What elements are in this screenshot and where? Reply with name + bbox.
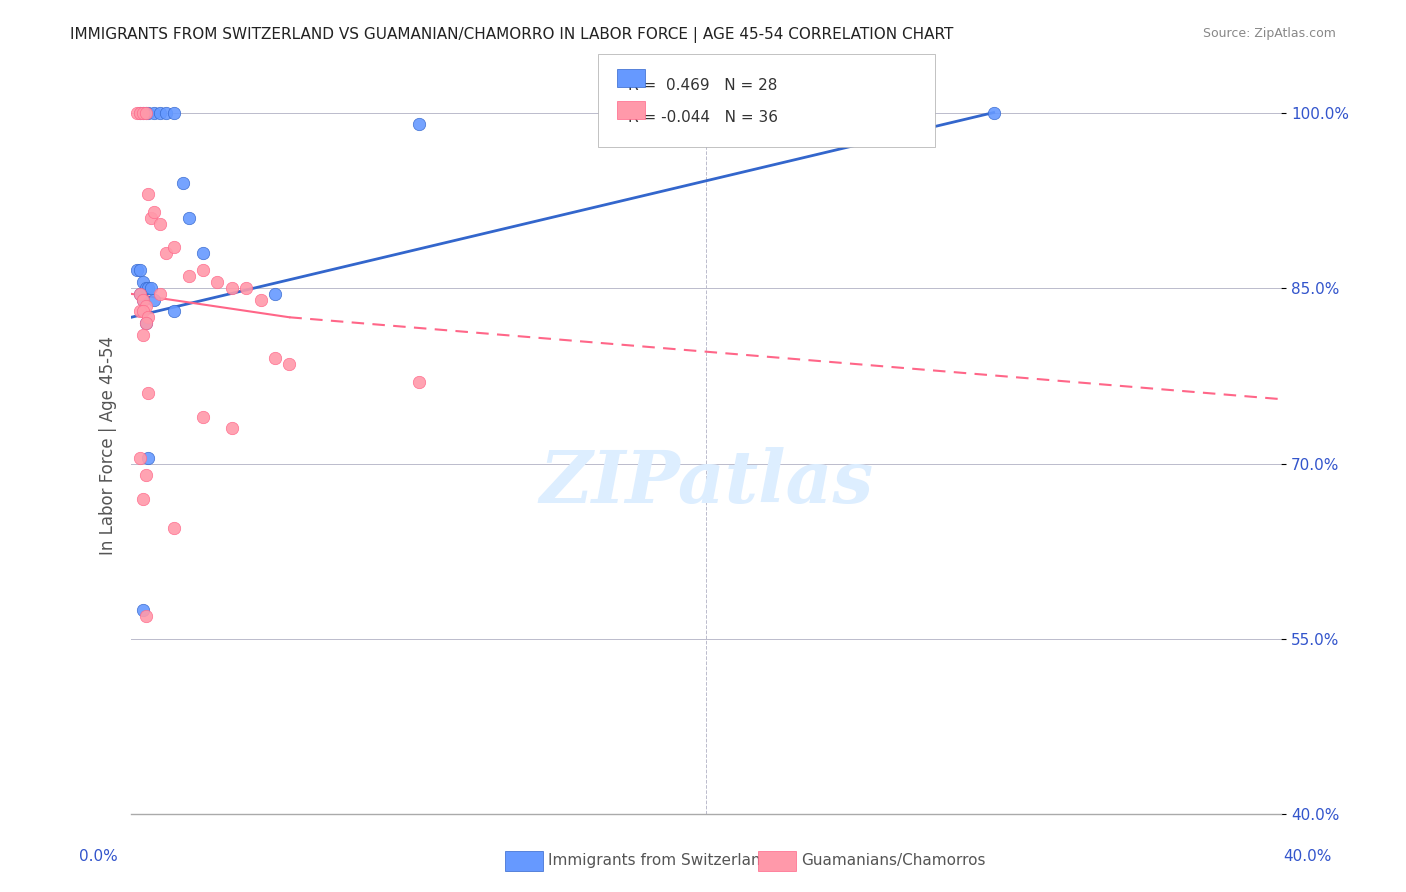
Point <box>191 246 214 260</box>
Point <box>408 375 430 389</box>
Point <box>132 491 155 506</box>
Point <box>264 286 287 301</box>
Point <box>132 304 155 318</box>
Text: Guamanians/Chamorros: Guamanians/Chamorros <box>801 854 986 868</box>
Point <box>132 293 155 307</box>
Point <box>135 281 157 295</box>
Point <box>408 117 430 131</box>
Point <box>128 105 150 120</box>
Text: IMMIGRANTS FROM SWITZERLAND VS GUAMANIAN/CHAMORRO IN LABOR FORCE | AGE 45-54 COR: IMMIGRANTS FROM SWITZERLAND VS GUAMANIAN… <box>70 27 953 43</box>
Text: ZIPatlas: ZIPatlas <box>538 447 873 518</box>
Point <box>838 105 860 120</box>
Point <box>135 299 157 313</box>
Point <box>149 286 172 301</box>
Point <box>132 105 155 120</box>
Point <box>128 286 150 301</box>
Point <box>128 105 150 120</box>
Point <box>132 327 155 342</box>
Point <box>135 105 157 120</box>
Text: 40.0%: 40.0% <box>1284 849 1331 863</box>
Point <box>278 357 301 371</box>
Point <box>128 286 150 301</box>
Point <box>143 105 166 120</box>
Text: Source: ZipAtlas.com: Source: ZipAtlas.com <box>1202 27 1336 40</box>
Point <box>155 105 177 120</box>
Point <box>221 281 243 295</box>
Point <box>143 205 166 219</box>
Point <box>138 281 160 295</box>
Point <box>135 316 157 330</box>
Point <box>177 211 200 225</box>
Point <box>249 293 271 307</box>
Point <box>125 105 148 120</box>
Point <box>138 386 160 401</box>
Point <box>191 409 214 424</box>
Point <box>135 316 157 330</box>
Point <box>132 275 155 289</box>
Point <box>235 281 257 295</box>
Y-axis label: In Labor Force | Age 45-54: In Labor Force | Age 45-54 <box>100 336 117 556</box>
Point <box>138 310 160 325</box>
Text: 0.0%: 0.0% <box>79 849 118 863</box>
Point <box>163 521 186 535</box>
Point <box>128 450 150 465</box>
Point <box>207 275 229 289</box>
Point <box>149 105 172 120</box>
Point <box>138 105 160 120</box>
Point <box>163 304 186 318</box>
Text: R =  0.469   N = 28: R = 0.469 N = 28 <box>628 78 778 94</box>
Point <box>191 263 214 277</box>
Point <box>135 468 157 483</box>
Point <box>221 421 243 435</box>
Point <box>128 304 150 318</box>
Point <box>138 450 160 465</box>
Point <box>132 603 155 617</box>
Point <box>135 608 157 623</box>
Point <box>125 263 148 277</box>
Point <box>163 240 186 254</box>
Point <box>163 105 186 120</box>
Point <box>138 187 160 202</box>
Point <box>141 211 163 225</box>
Point <box>983 105 1005 120</box>
Point <box>143 293 166 307</box>
Point <box>172 176 194 190</box>
Point <box>149 217 172 231</box>
Point <box>155 246 177 260</box>
Text: Immigrants from Switzerland: Immigrants from Switzerland <box>548 854 770 868</box>
Point <box>135 105 157 120</box>
Text: R = -0.044   N = 36: R = -0.044 N = 36 <box>628 110 779 125</box>
Point <box>132 293 155 307</box>
Point <box>141 281 163 295</box>
Point <box>177 269 200 284</box>
Point <box>132 105 155 120</box>
Point <box>128 263 150 277</box>
Point <box>264 351 287 366</box>
